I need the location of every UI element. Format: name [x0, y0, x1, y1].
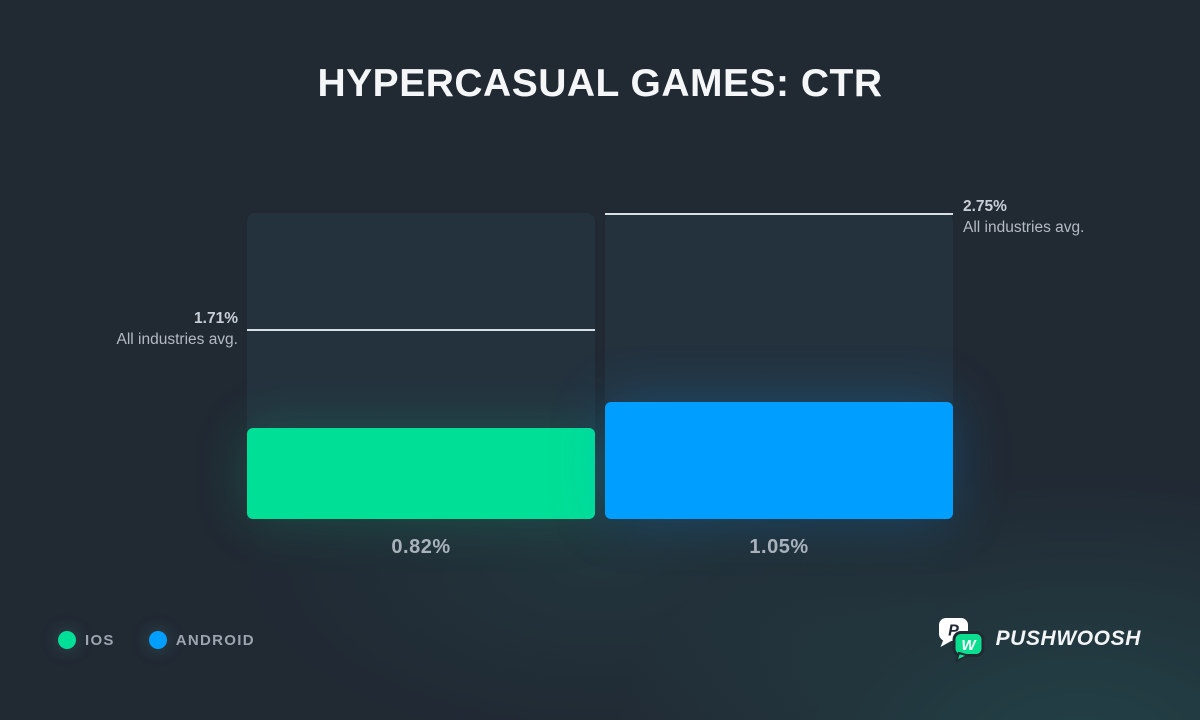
- legend-item-android: ANDROID: [148, 631, 255, 649]
- android-legend-dot: [148, 631, 167, 649]
- bar-ios: [247, 427, 595, 519]
- benchmark-sublabel-android: All industries avg.: [963, 219, 1085, 236]
- brand-name: PUSHWOOSH: [995, 627, 1141, 650]
- bar-android: [605, 402, 953, 519]
- ios-legend-dot: [58, 631, 76, 649]
- benchmark-line-android: [605, 213, 953, 215]
- benchmark-sublabel-ios: All industries avg.: [116, 331, 238, 348]
- bar-value-ios: 0.82%: [391, 536, 451, 558]
- bar-value-android: 1.05%: [749, 536, 809, 558]
- legend-item-ios: IOS: [58, 631, 115, 649]
- benchmark-value-ios: 1.71%: [194, 310, 238, 327]
- benchmark-label-ios: 1.71% All industries avg.: [117, 308, 238, 350]
- benchmark-label-android: 2.75% All industries avg.: [963, 196, 1084, 238]
- legend: IOS ANDROID: [58, 631, 255, 649]
- benchmark-value-android: 2.75%: [963, 198, 1007, 215]
- benchmark-line-ios: [247, 328, 595, 331]
- pushwoosh-logo-icon: P W: [938, 618, 985, 662]
- legend-label-android: ANDROID: [175, 631, 255, 649]
- legend-label-ios: IOS: [85, 631, 115, 649]
- chart-title: HYPERCASUAL GAMES: CTR: [317, 62, 883, 105]
- bar-track-android: [605, 213, 953, 519]
- pushwoosh-brand: P W PUSHWOOSH: [937, 616, 1141, 662]
- bar-track-ios: [247, 213, 595, 519]
- logo-letter-w: W: [961, 637, 977, 654]
- logo-letter-p: P: [948, 623, 959, 640]
